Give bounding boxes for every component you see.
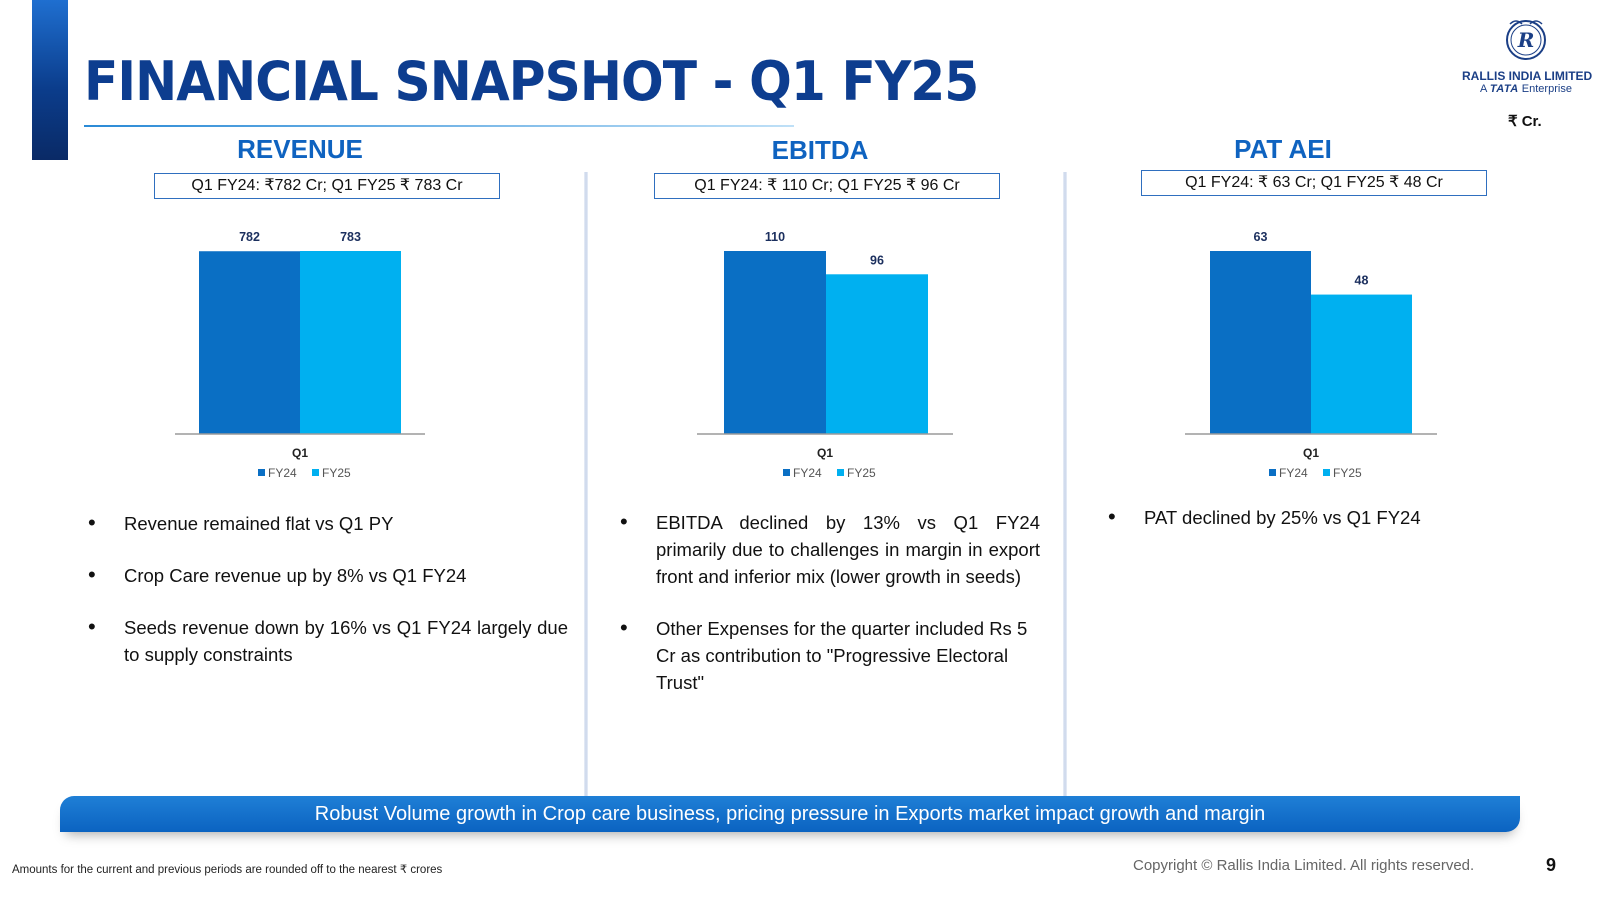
ebitda-bullet-list: EBITDA declined by 13% vs Q1 FY24 primar… [620, 508, 1040, 721]
legend-entry: FY24 [268, 466, 297, 480]
logo-tagline-prefix: A [1480, 83, 1487, 95]
category-tick-label: Q1 [1303, 446, 1319, 460]
pat-summary-box: Q1 FY24: ₹ 63 Cr; Q1 FY25 ₹ 48 Cr [1141, 170, 1487, 196]
key-message-banner: Robust Volume growth in Crop care busine… [60, 796, 1520, 832]
legend-swatch-fy25 [1323, 469, 1330, 476]
pat-panel: PAT AEI Q1 FY24: ₹ 63 Cr; Q1 FY25 ₹ 48 C… [1050, 0, 1570, 800]
bar-fy25 [826, 274, 928, 434]
ebitda-bar-chart: 110 96 Q1 FY24 FY25 [697, 230, 953, 480]
legend-entry: FY25 [1333, 466, 1362, 480]
revenue-summary-box: Q1 FY24: ₹782 Cr; Q1 FY25 ₹ 783 Cr [154, 173, 500, 199]
footnote: Amounts for the current and previous per… [12, 864, 443, 876]
page-number: 9 [1546, 855, 1557, 875]
rallis-emblem-icon: R [1506, 20, 1546, 60]
data-label: 783 [340, 230, 361, 244]
data-label: 63 [1254, 230, 1268, 244]
panel-divider-1 [584, 172, 588, 812]
logo-tagline-suffix: Enterprise [1521, 83, 1572, 95]
page-title: FINANCIAL SNAPSHOT - Q1 FY25 [84, 50, 979, 113]
bullet-item: Revenue remained flat vs Q1 PY [88, 509, 568, 537]
data-label: 48 [1355, 274, 1369, 288]
currency-unit-label: ₹ Cr. [1508, 113, 1542, 130]
logo-company-name: RALLIS INDIA LIMITED [1462, 69, 1593, 83]
svg-text:R: R [1517, 28, 1535, 52]
bullet-item: EBITDA declined by 13% vs Q1 FY24 primar… [620, 508, 1040, 590]
revenue-heading: REVENUE [237, 134, 363, 164]
accent-bar [32, 0, 68, 160]
bullet-item: Seeds revenue down by 16% vs Q1 FY24 lar… [88, 613, 568, 668]
legend-entry: FY25 [847, 466, 876, 480]
legend-swatch-fy24 [1269, 469, 1276, 476]
revenue-bullet-list: Revenue remained flat vs Q1 PY Crop Care… [88, 509, 568, 693]
bar-fy25 [1311, 294, 1412, 434]
ebitda-summary-box: Q1 FY24: ₹ 110 Cr; Q1 FY25 ₹ 96 Cr [654, 173, 1000, 199]
bar-fy24 [1210, 251, 1311, 434]
legend-swatch-fy24 [258, 469, 265, 476]
pat-heading: PAT AEI [1234, 134, 1332, 164]
bar-fy24 [724, 251, 826, 434]
title-underline [84, 125, 794, 127]
ebitda-heading: EBITDA [771, 135, 869, 165]
legend-entry: FY24 [793, 466, 822, 480]
revenue-panel: REVENUE Q1 FY24: ₹782 Cr; Q1 FY25 ₹ 783 … [40, 0, 568, 800]
pat-bullet-list: PAT declined by 25% vs Q1 FY24 [1108, 503, 1528, 556]
bullet-item: Other Expenses for the quarter included … [620, 614, 1040, 696]
logo-tagline: A TATA Enterprise [1462, 83, 1590, 95]
legend-swatch-fy24 [783, 469, 790, 476]
data-label: 96 [870, 253, 884, 267]
bullet-item: PAT declined by 25% vs Q1 FY24 [1108, 503, 1528, 531]
legend-entry: FY25 [322, 466, 351, 480]
legend-swatch-fy25 [837, 469, 844, 476]
pat-bar-chart: 63 48 Q1 FY24 FY25 [1185, 230, 1437, 480]
bar-fy25 [300, 251, 401, 434]
panel-divider-2 [1063, 172, 1067, 812]
legend-entry: FY24 [1279, 466, 1308, 480]
company-logo: R RALLIS INDIA LIMITED A TATA Enterprise [1462, 14, 1593, 95]
legend-swatch-fy25 [312, 469, 319, 476]
data-label: 782 [239, 230, 260, 244]
ebitda-panel: EBITDA Q1 FY24: ₹ 110 Cr; Q1 FY25 ₹ 96 C… [560, 0, 1080, 800]
revenue-bar-chart: 782 783 Q1 FY24 FY25 [175, 230, 425, 480]
category-tick-label: Q1 [292, 446, 308, 460]
data-label: 110 [765, 230, 785, 244]
category-tick-label: Q1 [817, 446, 833, 460]
bar-fy24 [199, 251, 300, 434]
bullet-item: Crop Care revenue up by 8% vs Q1 FY24 [88, 561, 568, 589]
copyright: Copyright © Rallis India Limited. All ri… [1133, 857, 1475, 874]
logo-tagline-brand: TATA [1489, 83, 1519, 95]
